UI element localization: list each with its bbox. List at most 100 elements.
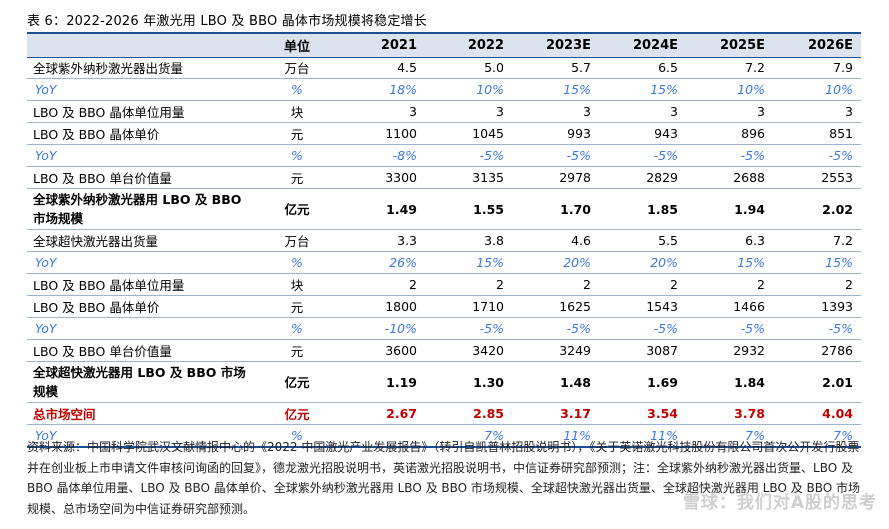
row-label: 全球超快激光器出货量 [27,229,256,252]
header-unit: 单位 [283,40,310,55]
row-value: 1.48 [512,361,599,403]
header-year: 2021 [380,38,417,53]
row-value: 7.9 [773,57,861,79]
row-value: 3 [338,100,425,123]
row-value: 3.3 [338,229,425,252]
row-label: LBO 及 BBO 晶体单价 [27,295,256,318]
row-unit: % [256,144,338,167]
row-value: 1045 [425,122,512,145]
row-value: 2688 [686,166,773,189]
row-value: 1466 [686,295,773,318]
header-year: 2022 [467,38,504,53]
table-row: 全球超快激光器用 LBO 及 BBO 市场规模 亿元 1.19 1.30 1.48 1.6… [27,361,861,403]
row-value: 2.01 [773,361,861,403]
table-row: YoY% 26% 15% 20% 20% 15% 15% [27,251,861,274]
row-value: 2.02 [773,188,861,230]
row-unit: 元 [256,339,338,362]
row-label: YoY [27,424,256,448]
row-value: 11% [599,424,686,448]
row-value: -5% [773,317,861,340]
row-value: 1.94 [686,188,773,230]
row-value: 1.19 [338,361,425,403]
table-row: LBO 及 BBO 晶体单价元 1100 1045 993 943 896 851 [27,122,861,145]
row-value: 3.17 [512,402,599,425]
row-unit: % [256,78,338,101]
row-value: 3 [512,100,599,123]
row-value: 6.3 [686,229,773,252]
row-value: 3.78 [686,402,773,425]
row-unit: 元 [256,295,338,318]
row-unit: 万台 [256,57,338,79]
row-value: 3600 [338,339,425,362]
row-unit: % [256,424,338,448]
row-unit: 亿元 [256,361,338,403]
table-row: LBO 及 BBO 单台价值量元 3600 3420 3249 3087 2932 2786 [27,339,861,362]
table-row: LBO 及 BBO 晶体单价元 1800 1710 1625 1543 1466 1393 [27,295,861,318]
table-row: 全球超快激光器出货量 万台 3.3 3.8 4.6 5.5 6.3 7.2 [27,229,861,252]
row-value: -5% [425,317,512,340]
row-unit: % [256,251,338,274]
row-label: LBO 及 BBO 晶体单位用量 [27,273,256,296]
row-unit: 亿元 [256,402,338,425]
row-value: -5% [773,144,861,167]
row-value: 3 [773,100,861,123]
row-value: 5.7 [512,57,599,79]
row-value: 2786 [773,339,861,362]
row-label: LBO 及 BBO 单台价值量 [27,339,256,362]
row-value: 1100 [338,122,425,145]
row-label: 全球紫外纳秒激光器出货量 [27,57,256,79]
table-row: LBO 及 BBO 晶体单位用量块 3 3 3 3 3 3 [27,100,861,123]
watermark: 雪球：我们对A股的思考 [682,493,877,513]
row-value: 1.85 [599,188,686,230]
row-value: 10% [425,78,512,101]
row-value: 2 [686,273,773,296]
row-value: 1393 [773,295,861,318]
row-value: 1710 [425,295,512,318]
row-value: 26% [338,251,425,274]
row-value: 2553 [773,166,861,189]
row-value: 5.0 [425,57,512,79]
row-label: YoY [27,78,256,101]
header-year: 2023E [545,38,591,53]
row-label: LBO 及 BBO 单台价值量 [27,166,256,189]
row-value: 5.5 [599,229,686,252]
header-year: 2024E [632,38,678,53]
row-label: LBO 及 BBO 晶体单位用量 [27,100,256,123]
row-value: -8% [338,144,425,167]
row-value: 1543 [599,295,686,318]
row-label: YoY [27,317,256,340]
row-value: -5% [686,144,773,167]
row-value: 7% [773,424,861,448]
table-top-rule [27,32,861,34]
row-value: 20% [599,251,686,274]
row-value: 3300 [338,166,425,189]
header-label [27,34,256,57]
row-label: 总市场空间 [27,402,256,425]
row-value: 15% [773,251,861,274]
table-row: YoY% 7% 11% 11% 7% 7% [27,424,861,448]
data-table: 单位 2021 2022 2023E 2024E 2025E 2026E 全球紫… [27,34,861,448]
row-unit: 元 [256,122,338,145]
row-value: 2 [338,273,425,296]
row-value: 2829 [599,166,686,189]
row-value: -5% [512,317,599,340]
row-value: 1.55 [425,188,512,230]
row-label: 全球超快激光器用 LBO 及 BBO 市场规模 [27,361,256,403]
row-value: 15% [425,251,512,274]
table-row: LBO 及 BBO 晶体单位用量块 2 2 2 2 2 2 [27,273,861,296]
row-value: 3249 [512,339,599,362]
row-value: 10% [686,78,773,101]
row-value: 7% [425,424,512,448]
row-value: 1625 [512,295,599,318]
row-value: 3.8 [425,229,512,252]
row-value: 20% [512,251,599,274]
row-value: 3 [599,100,686,123]
row-value: 15% [599,78,686,101]
row-value: 7.2 [686,57,773,79]
row-label: YoY [27,144,256,167]
row-value: -5% [512,144,599,167]
row-value: 993 [512,122,599,145]
row-value: 1800 [338,295,425,318]
row-value: 7.2 [773,229,861,252]
row-value: 2.67 [338,402,425,425]
